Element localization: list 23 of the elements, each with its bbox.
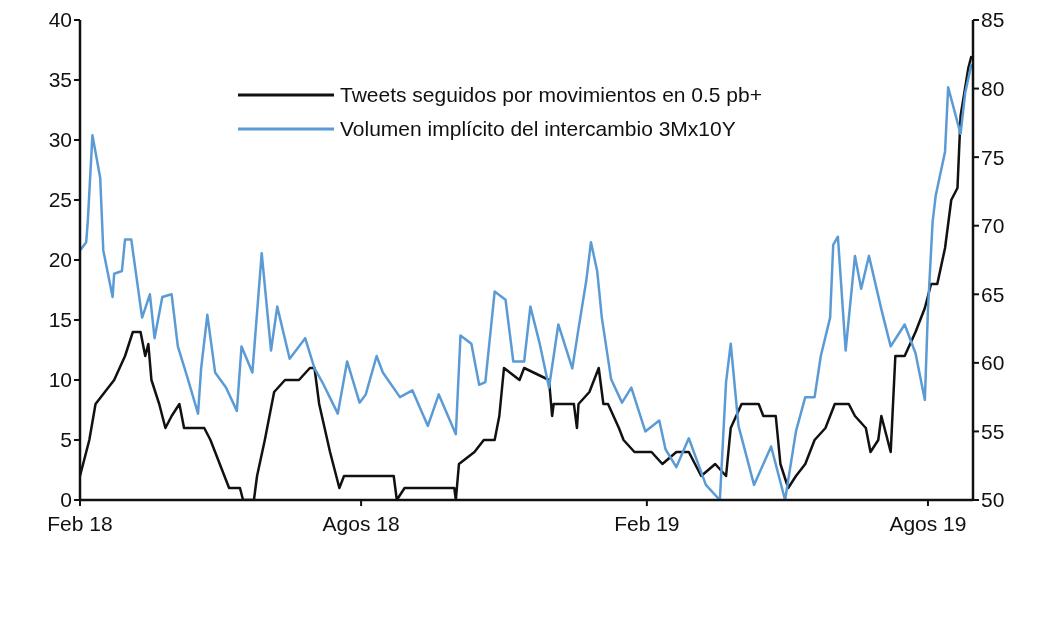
y-tick-label: 10 — [48, 368, 72, 392]
legend-label: Volumen implícito del intercambio 3Mx10Y — [340, 117, 736, 141]
y2-tick-label: 85 — [981, 8, 1005, 32]
y2-tick-label: 70 — [981, 214, 1005, 238]
y2-tick-label: 75 — [981, 145, 1005, 169]
y-tick-label: 40 — [48, 8, 72, 32]
y2-tick-label: 55 — [981, 419, 1005, 443]
x-tick-label: Feb 18 — [47, 511, 113, 535]
y-tick-label: 15 — [48, 308, 72, 332]
x-tick-label: Agos 18 — [322, 511, 400, 535]
y-tick-label: 30 — [48, 128, 72, 152]
legend-label: Tweets seguidos por movimientos en 0.5 pb+ — [340, 83, 762, 107]
y2-tick-label: 65 — [981, 282, 1005, 306]
y-tick-label: 25 — [48, 188, 72, 212]
y-tick-label: 20 — [48, 248, 72, 272]
y-tick-label: 0 — [60, 488, 72, 512]
x-tick-label: Agos 19 — [889, 511, 967, 535]
y-tick-label: 35 — [48, 68, 72, 92]
y2-tick-label: 60 — [981, 351, 1005, 375]
x-tick-label: Feb 19 — [614, 511, 680, 535]
y2-tick-label: 80 — [981, 77, 1005, 101]
y2-tick-label: 50 — [981, 488, 1005, 512]
y-tick-label: 5 — [60, 428, 72, 452]
